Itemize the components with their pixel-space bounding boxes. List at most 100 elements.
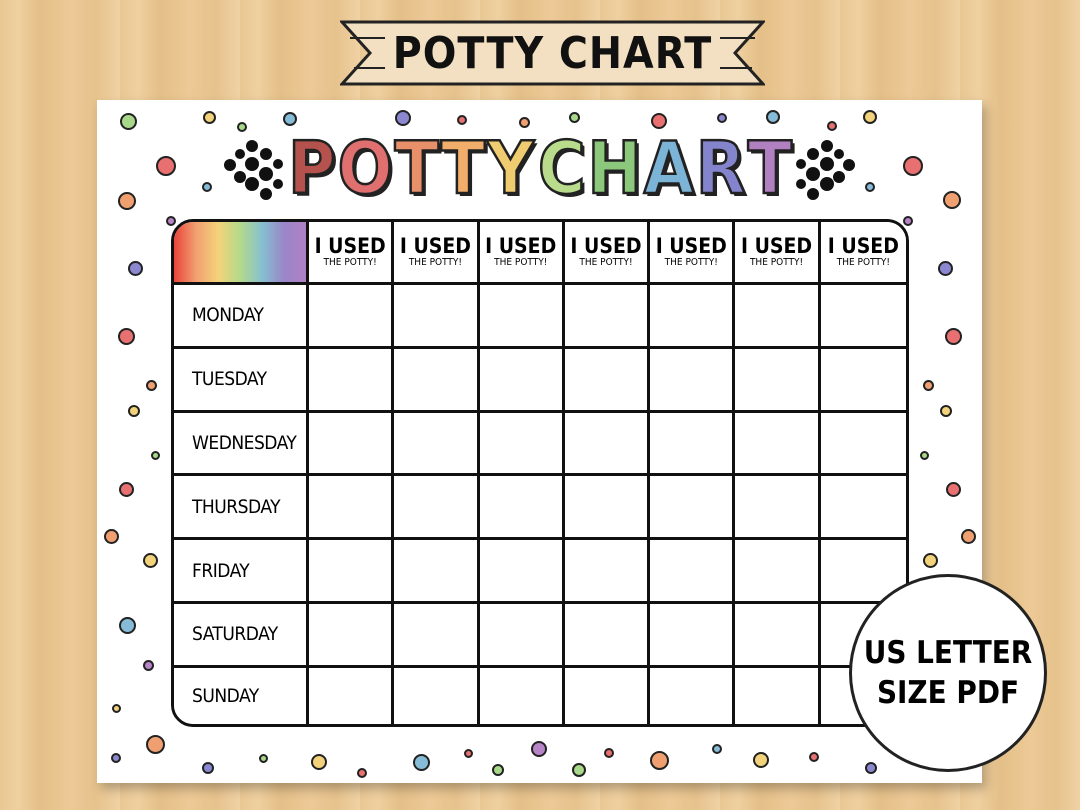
check-cell[interactable] xyxy=(564,412,651,477)
check-cell[interactable] xyxy=(735,476,821,541)
confetti-dot xyxy=(103,528,119,544)
deco-dot xyxy=(260,188,272,200)
check-cell[interactable] xyxy=(735,540,821,604)
header-line2: THE POTTY! xyxy=(408,257,463,268)
check-cell[interactable] xyxy=(564,348,651,413)
check-cell[interactable] xyxy=(394,412,480,477)
check-cell[interactable] xyxy=(820,476,906,541)
confetti-dot xyxy=(127,260,143,276)
day-label: WEDNESDAY xyxy=(174,412,309,477)
deco-dot xyxy=(260,148,272,160)
check-cell[interactable] xyxy=(650,476,736,541)
check-cell[interactable] xyxy=(479,412,565,477)
check-cell[interactable] xyxy=(394,476,480,541)
title-letter: T xyxy=(440,126,487,210)
check-cell[interactable] xyxy=(735,603,821,668)
day-label: SUNDAY xyxy=(174,667,309,724)
check-cell[interactable] xyxy=(479,476,565,541)
check-cell[interactable] xyxy=(394,540,480,604)
confetti-dot xyxy=(937,260,953,276)
column-header: I USED THE POTTY! xyxy=(479,222,565,285)
confetti-dot xyxy=(604,748,614,758)
deco-dot xyxy=(235,149,245,159)
column-header: I USED THE POTTY! xyxy=(650,222,736,285)
check-cell[interactable] xyxy=(309,667,395,724)
check-cell[interactable] xyxy=(820,348,906,413)
ribbon-shape xyxy=(338,20,767,86)
deco-dot xyxy=(806,167,820,181)
badge-line2: SIZE PDF xyxy=(876,675,1020,711)
confetti-dot xyxy=(863,110,877,124)
confetti-dot xyxy=(145,734,165,754)
check-cell[interactable] xyxy=(820,412,906,477)
column-header: I USED THE POTTY! xyxy=(564,222,651,285)
check-cell[interactable] xyxy=(650,412,736,477)
check-cell[interactable] xyxy=(735,667,821,724)
confetti-dot xyxy=(865,182,875,192)
check-cell[interactable] xyxy=(479,348,565,413)
check-cell[interactable] xyxy=(735,348,821,413)
check-cell[interactable] xyxy=(309,285,395,349)
confetti-dot xyxy=(518,116,530,128)
confetti-dot xyxy=(827,121,837,131)
check-cell[interactable] xyxy=(564,285,651,349)
day-row: SUNDAY xyxy=(174,667,906,724)
confetti-dot xyxy=(766,110,780,124)
banner-title: POTTY CHART xyxy=(392,28,713,79)
check-cell[interactable] xyxy=(394,348,480,413)
header-line1: I USED xyxy=(399,234,471,258)
check-cell[interactable] xyxy=(650,667,736,724)
day-label: MONDAY xyxy=(174,285,309,349)
confetti-dot xyxy=(202,762,214,774)
confetti-dot xyxy=(649,750,669,770)
check-cell[interactable] xyxy=(735,412,821,477)
check-cell[interactable] xyxy=(479,285,565,349)
check-cell[interactable] xyxy=(309,348,395,413)
check-cell[interactable] xyxy=(735,285,821,349)
confetti-dot xyxy=(142,659,154,671)
deco-dot xyxy=(833,171,845,183)
confetti-dot xyxy=(118,481,134,497)
check-cell[interactable] xyxy=(820,285,906,349)
check-cell[interactable] xyxy=(309,476,395,541)
deco-dot xyxy=(273,159,283,169)
check-cell[interactable] xyxy=(309,412,395,477)
deco-dot xyxy=(273,179,283,189)
check-cell[interactable] xyxy=(479,667,565,724)
confetti-dot xyxy=(237,122,247,132)
check-cell[interactable] xyxy=(650,603,736,668)
day-row: THURSDAY xyxy=(174,476,906,541)
confetti-dot xyxy=(903,216,913,226)
check-cell[interactable] xyxy=(479,540,565,604)
check-cell[interactable] xyxy=(394,603,480,668)
check-cell[interactable] xyxy=(650,540,736,604)
header-line1: I USED xyxy=(740,234,813,258)
header-line2: THE POTTY! xyxy=(494,257,548,268)
check-cell[interactable] xyxy=(394,285,480,349)
check-cell[interactable] xyxy=(564,667,651,724)
confetti-dot xyxy=(712,744,722,754)
column-header: I USED THE POTTY! xyxy=(394,222,480,285)
check-cell[interactable] xyxy=(394,667,480,724)
check-cell[interactable] xyxy=(309,603,395,668)
deco-dot xyxy=(246,140,258,152)
header-line1: I USED xyxy=(485,234,557,258)
potty-chart-table: I USED THE POTTY! I USED THE POTTY! I USED TH… xyxy=(171,219,909,727)
check-cell[interactable] xyxy=(309,540,395,604)
day-label: SATURDAY xyxy=(174,603,309,668)
confetti-dot xyxy=(940,405,952,417)
deco-dot xyxy=(843,159,855,171)
rainbow-header-cell xyxy=(174,222,309,285)
check-cell[interactable] xyxy=(564,540,651,604)
check-cell[interactable] xyxy=(479,603,565,668)
confetti-dot xyxy=(943,191,961,209)
title-letter: T xyxy=(393,126,440,210)
check-cell[interactable] xyxy=(650,348,736,413)
check-cell[interactable] xyxy=(564,603,651,668)
check-cell[interactable] xyxy=(564,476,651,541)
title-letter: R xyxy=(695,126,747,210)
confetti-dot xyxy=(944,327,962,345)
check-cell[interactable] xyxy=(650,285,736,349)
confetti-dot xyxy=(150,450,160,460)
